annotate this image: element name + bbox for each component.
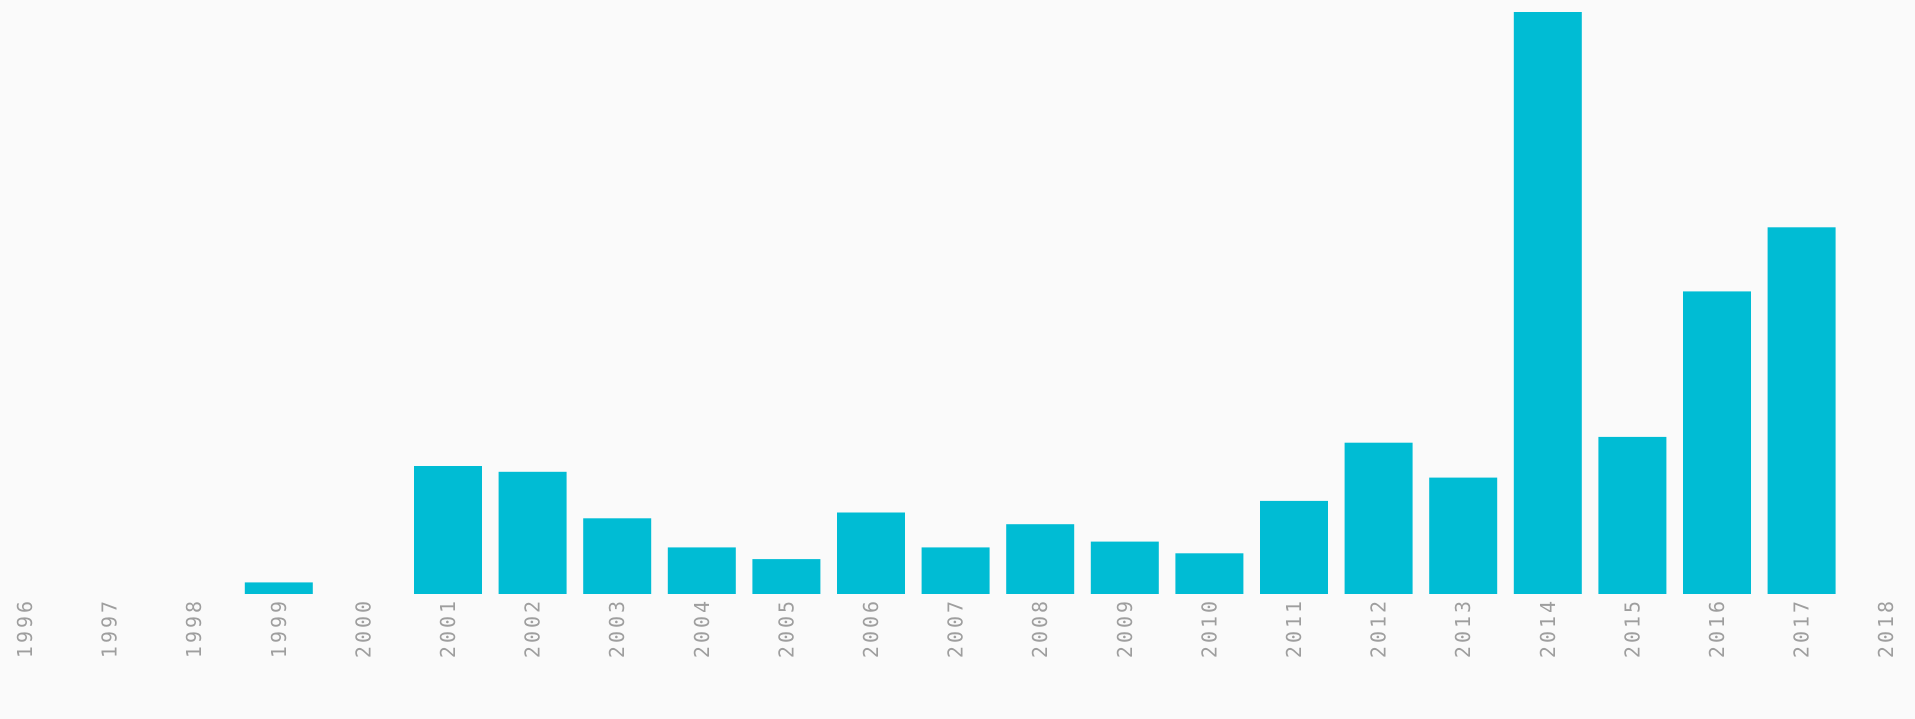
x-tick-label-2007: 2007	[944, 598, 968, 658]
bar-2010[interactable]	[1175, 553, 1244, 594]
bar-2016[interactable]	[1683, 291, 1751, 594]
x-tick-label-2016: 2016	[1705, 598, 1729, 658]
x-tick-label-2009: 2009	[1113, 598, 1137, 658]
x-tick-label-2017: 2017	[1790, 598, 1814, 658]
x-tick-label-2000: 2000	[351, 598, 375, 658]
x-tick-label-1999: 1999	[267, 598, 291, 658]
x-tick-label-2014: 2014	[1536, 598, 1560, 658]
bar-1999[interactable]	[244, 582, 313, 594]
x-tick-label-2008: 2008	[1028, 598, 1052, 658]
bar-2012[interactable]	[1344, 442, 1413, 594]
x-tick-label-2004: 2004	[690, 598, 714, 658]
bar-2013[interactable]	[1429, 477, 1498, 594]
x-tick-label-2012: 2012	[1367, 598, 1391, 658]
bar-2011[interactable]	[1260, 500, 1328, 594]
bar-2003[interactable]	[583, 518, 652, 594]
x-tick-label-2002: 2002	[521, 598, 545, 658]
x-axis-tick-labels: 1996 1997 1998 1999 2000 2001 2002 2003 2004 2005…	[13, 598, 1898, 658]
x-tick-label-2003: 2003	[605, 598, 629, 658]
x-tick-label-2011: 2011	[1282, 598, 1306, 658]
bar-2014[interactable]	[1513, 12, 1582, 594]
x-tick-label-2018: 2018	[1874, 598, 1898, 658]
bar-2006[interactable]	[837, 512, 905, 595]
x-tick-label-2005: 2005	[774, 598, 798, 658]
x-tick-label-2001: 2001	[436, 598, 460, 658]
bar-2007[interactable]	[921, 547, 990, 594]
bar-2002[interactable]	[498, 471, 567, 594]
x-tick-label-1997: 1997	[98, 598, 122, 658]
bar-2001[interactable]	[414, 466, 482, 594]
bars-group	[244, 12, 1836, 595]
bar-2008[interactable]	[1006, 524, 1075, 594]
bar-2009[interactable]	[1090, 541, 1159, 594]
x-tick-label-1996: 1996	[13, 598, 37, 658]
bar-2005[interactable]	[752, 559, 821, 594]
bar-2004[interactable]	[667, 547, 736, 594]
bar-2017[interactable]	[1767, 227, 1836, 595]
x-tick-label-1998: 1998	[182, 598, 206, 658]
x-tick-label-2010: 2010	[1197, 598, 1221, 658]
bar-2015[interactable]	[1598, 436, 1667, 594]
x-tick-label-2013: 2013	[1451, 598, 1475, 658]
x-tick-label-2015: 2015	[1620, 598, 1644, 658]
x-tick-label-2006: 2006	[859, 598, 883, 658]
